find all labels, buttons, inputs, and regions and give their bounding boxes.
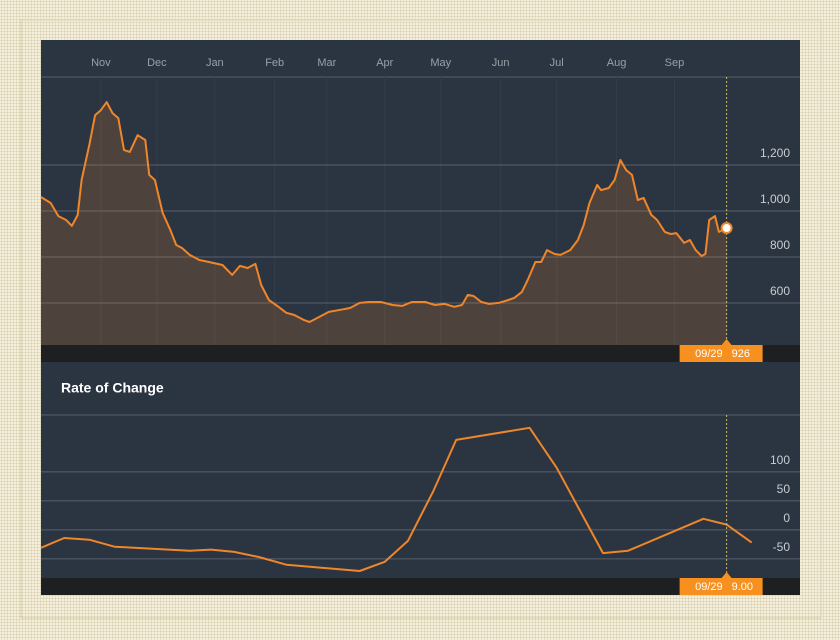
line bbox=[40, 426, 753, 572]
x-tick-label: Jul bbox=[550, 57, 564, 69]
axis-strip bbox=[41, 345, 800, 362]
area bbox=[41, 102, 727, 345]
cursor-date: 09/29 bbox=[695, 348, 723, 360]
cursor-marker bbox=[720, 222, 733, 235]
y-tick-label: 1,200 bbox=[760, 146, 790, 160]
axis-strip bbox=[41, 578, 800, 595]
x-tick-label: Feb bbox=[265, 57, 284, 69]
y-tick-label: 0 bbox=[783, 511, 790, 525]
x-tick-label: May bbox=[430, 57, 451, 69]
x-tick-label: Nov bbox=[91, 57, 111, 69]
x-tick-label: Dec bbox=[147, 57, 167, 69]
cursor-value: 9.00 bbox=[732, 581, 753, 593]
panel-title: Rate of Change bbox=[61, 380, 164, 396]
frame bbox=[20, 19, 822, 619]
x-tick-label: Aug bbox=[607, 57, 627, 69]
x-tick-label: Sep bbox=[665, 57, 685, 69]
y-tick-label: 100 bbox=[770, 453, 790, 467]
cursor-value: 926 bbox=[732, 348, 750, 360]
y-tick-label: 800 bbox=[770, 238, 790, 252]
y-tick-label: 50 bbox=[777, 482, 791, 496]
x-tick-label: Mar bbox=[317, 57, 336, 69]
cursor-box bbox=[679, 578, 763, 595]
x-tick-label: Jun bbox=[492, 57, 510, 69]
cursor-pointer bbox=[721, 339, 732, 345]
x-tick-label: Apr bbox=[376, 57, 393, 69]
cursor-date: 09/29 bbox=[695, 581, 723, 593]
line bbox=[40, 101, 728, 323]
y-tick-label: -50 bbox=[773, 540, 791, 554]
y-tick-label: 1,000 bbox=[760, 192, 790, 206]
y-tick-label: 600 bbox=[770, 284, 790, 298]
panel bbox=[41, 40, 800, 595]
cursor-pointer bbox=[721, 572, 732, 578]
cursor-box bbox=[679, 345, 763, 362]
x-tick-label: Jan bbox=[206, 57, 224, 69]
